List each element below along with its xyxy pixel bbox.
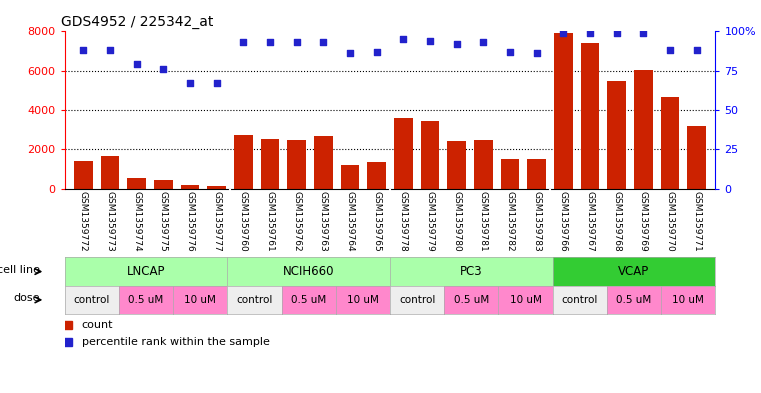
Text: GSM1359765: GSM1359765 [372, 191, 381, 252]
Text: GSM1359778: GSM1359778 [399, 191, 408, 252]
Point [504, 49, 516, 55]
Text: 0.5 uM: 0.5 uM [129, 295, 164, 305]
Text: GSM1359763: GSM1359763 [319, 191, 328, 252]
Point [184, 80, 196, 86]
Point [584, 30, 596, 36]
Text: PC3: PC3 [460, 265, 482, 278]
Text: GSM1359769: GSM1359769 [638, 191, 648, 252]
Text: GSM1359779: GSM1359779 [425, 191, 435, 252]
Point [451, 41, 463, 47]
Text: GDS4952 / 225342_at: GDS4952 / 225342_at [62, 15, 214, 29]
Text: GSM1359761: GSM1359761 [266, 191, 275, 252]
Bar [234, 134, 253, 189]
Bar [314, 136, 333, 189]
Text: LNCAP: LNCAP [127, 265, 165, 278]
Text: GSM1359766: GSM1359766 [559, 191, 568, 252]
Bar [607, 81, 626, 189]
Point [371, 49, 383, 55]
Text: GSM1359771: GSM1359771 [693, 191, 701, 252]
Point [158, 66, 170, 72]
Bar [474, 140, 492, 189]
Text: GSM1359762: GSM1359762 [292, 191, 301, 252]
Point [424, 38, 436, 44]
Point [237, 39, 250, 46]
Bar [127, 178, 146, 189]
Bar [74, 161, 93, 189]
Bar [554, 33, 573, 189]
Text: GSM1359767: GSM1359767 [585, 191, 594, 252]
Text: 10 uM: 10 uM [672, 295, 704, 305]
Text: 10 uM: 10 uM [184, 295, 216, 305]
Text: control: control [399, 295, 435, 305]
Point [690, 47, 702, 53]
Bar [288, 140, 306, 189]
Bar [447, 141, 466, 189]
Text: GSM1359760: GSM1359760 [239, 191, 248, 252]
Bar [180, 185, 199, 189]
Text: 0.5 uM: 0.5 uM [616, 295, 651, 305]
Text: GSM1359764: GSM1359764 [345, 191, 355, 252]
Text: GSM1359770: GSM1359770 [666, 191, 674, 252]
Text: NCIH660: NCIH660 [283, 265, 334, 278]
Point [78, 47, 90, 53]
Text: cell line: cell line [0, 265, 40, 275]
Text: control: control [74, 295, 110, 305]
Text: GSM1359781: GSM1359781 [479, 191, 488, 252]
Text: GSM1359783: GSM1359783 [532, 191, 541, 252]
Point [637, 30, 649, 36]
Text: GSM1359780: GSM1359780 [452, 191, 461, 252]
Bar [341, 165, 359, 189]
Bar [661, 97, 680, 189]
Point [610, 30, 622, 36]
Point [530, 50, 543, 57]
Text: GSM1359777: GSM1359777 [212, 191, 221, 252]
Text: GSM1359772: GSM1359772 [79, 191, 88, 252]
Bar [527, 158, 546, 189]
Bar [581, 43, 600, 189]
Text: GSM1359773: GSM1359773 [106, 191, 114, 252]
Point [264, 39, 276, 46]
Text: GSM1359774: GSM1359774 [132, 191, 142, 252]
Point [291, 39, 303, 46]
Text: GSM1359782: GSM1359782 [505, 191, 514, 252]
Bar [261, 138, 279, 189]
Text: 10 uM: 10 uM [510, 295, 542, 305]
Text: GSM1359768: GSM1359768 [612, 191, 621, 252]
Bar [207, 186, 226, 189]
Bar [100, 156, 119, 189]
Text: VCAP: VCAP [619, 265, 650, 278]
Bar [154, 180, 173, 189]
Point [344, 50, 356, 57]
Bar [421, 121, 439, 189]
Point [317, 39, 330, 46]
Point [397, 36, 409, 42]
Point [664, 47, 676, 53]
Bar [501, 159, 519, 189]
Point [557, 30, 569, 36]
Bar [634, 70, 653, 189]
Point [211, 80, 223, 86]
Text: 0.5 uM: 0.5 uM [291, 295, 326, 305]
Text: control: control [562, 295, 598, 305]
Text: GSM1359776: GSM1359776 [186, 191, 195, 252]
Point [477, 39, 489, 46]
Point [131, 61, 143, 68]
Text: GSM1359775: GSM1359775 [159, 191, 168, 252]
Text: 10 uM: 10 uM [347, 295, 379, 305]
Text: percentile rank within the sample: percentile rank within the sample [82, 337, 269, 347]
Bar [687, 126, 706, 189]
Text: 0.5 uM: 0.5 uM [454, 295, 489, 305]
Text: count: count [82, 320, 113, 331]
Bar [394, 118, 412, 189]
Point [104, 47, 116, 53]
Text: control: control [236, 295, 272, 305]
Bar [368, 162, 386, 189]
Text: dose: dose [14, 294, 40, 303]
